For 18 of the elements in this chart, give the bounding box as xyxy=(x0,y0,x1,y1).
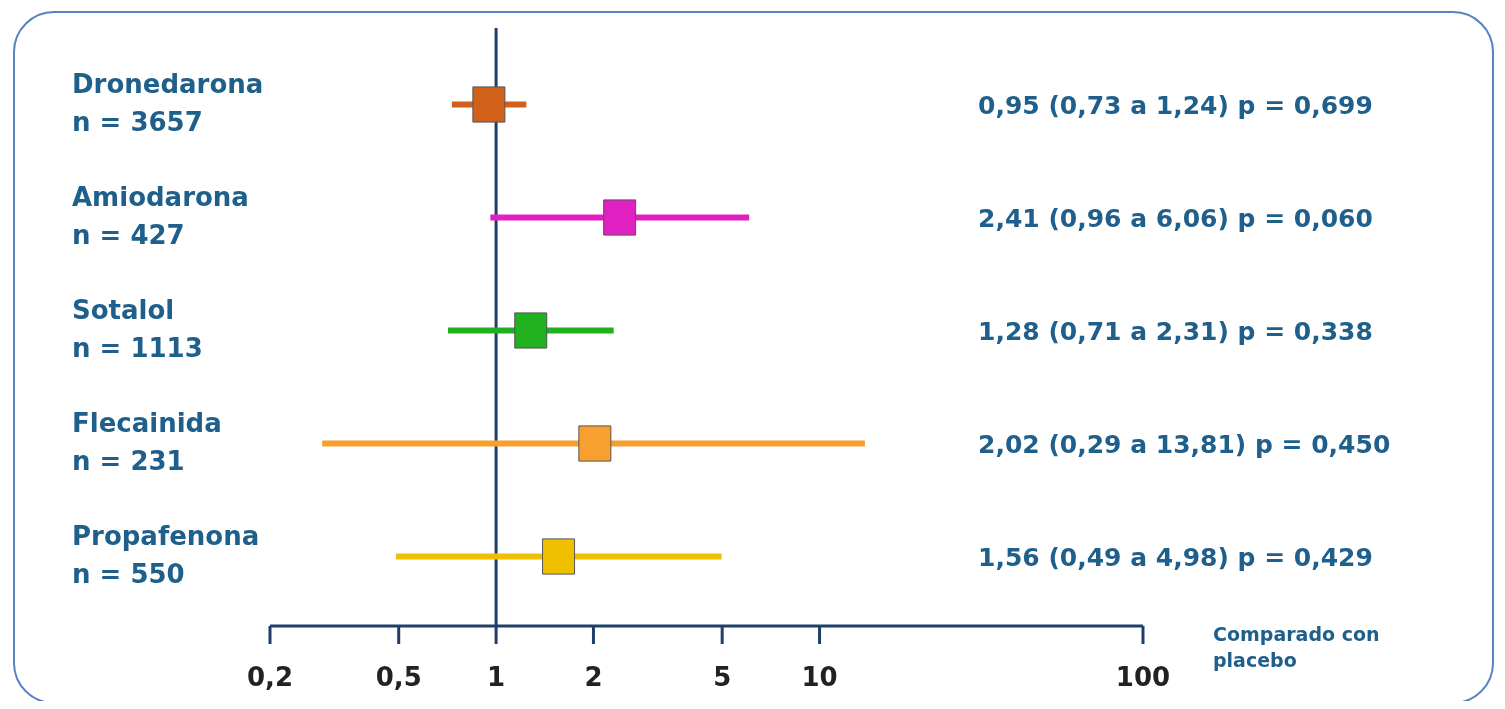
annotation: 0,95 (0,73 a 1,24) p = 0,699 xyxy=(978,90,1373,120)
annotation: 2,02 (0,29 a 13,81) p = 0,450 xyxy=(978,429,1391,459)
annotation: 2,41 (0,96 a 6,06) p = 0,060 xyxy=(978,203,1373,233)
y-tick-label: Propafenona n = 550 xyxy=(72,520,260,589)
y-tick-label: Sotalol n = 1113 xyxy=(72,294,203,363)
x-tick-label: 10 xyxy=(801,662,838,692)
x-axis-title: Comparado con placebo xyxy=(1213,623,1380,671)
x-tick-label: 0,5 xyxy=(375,662,422,692)
x-tick-label: 1 xyxy=(487,662,506,692)
y-tick-label: Amiodarona n = 427 xyxy=(72,181,249,250)
y-tick-label: Flecainida n = 231 xyxy=(72,407,222,476)
annotation: 1,28 (0,71 a 2,31) p = 0,338 xyxy=(978,316,1373,346)
x-tick-label: 5 xyxy=(713,662,732,692)
x-tick-label: 100 xyxy=(1115,662,1171,692)
annotation: 1,56 (0,49 a 4,98) p = 0,429 xyxy=(978,542,1373,572)
x-tick-label: 2 xyxy=(584,662,603,692)
y-tick-label: Dronedarona n = 3657 xyxy=(72,68,264,137)
x-tick-label: 0,2 xyxy=(246,662,294,692)
